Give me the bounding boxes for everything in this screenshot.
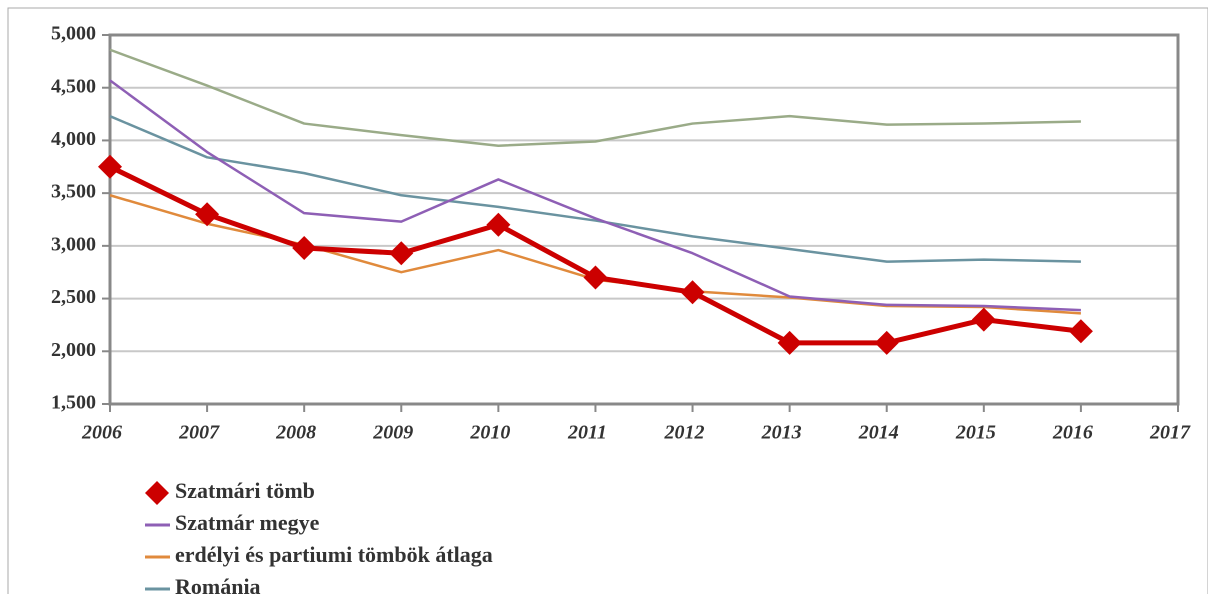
legend-label: Szatmári tömb [175, 478, 315, 503]
x-tick-label: 2016 [1052, 422, 1093, 444]
marker [680, 280, 705, 305]
legend-label: Szatmár megye [175, 510, 320, 535]
marker [777, 330, 802, 355]
legend-label: Románia [175, 574, 261, 594]
y-tick-label: 4,000 [51, 128, 96, 150]
y-tick-label: 2,000 [51, 339, 96, 361]
x-tick-label: 2011 [567, 422, 607, 444]
legend-marker [145, 481, 169, 505]
marker [583, 265, 608, 290]
y-tick-label: 4,500 [51, 75, 96, 97]
marker [98, 154, 122, 179]
x-tick-label: 2017 [1149, 422, 1191, 444]
plot-area [110, 35, 1178, 404]
x-tick-label: 2007 [178, 422, 220, 444]
series-line [109, 79, 1081, 312]
marker [195, 202, 220, 227]
page-frame [7, 7, 1208, 594]
marker [874, 330, 899, 355]
x-tick-label: 2013 [761, 422, 802, 444]
series-line [109, 115, 1081, 263]
legend-label: erdélyi és partiumi tömbök átlaga [175, 542, 493, 567]
x-tick-label: 2006 [81, 422, 122, 444]
y-tick-label: 2,500 [51, 286, 96, 308]
y-tick-label: 3,500 [51, 181, 96, 203]
plot-frame [108, 33, 1180, 406]
y-tick-label: 5,000 [51, 23, 96, 45]
marker [1068, 319, 1093, 344]
x-tick-label: 2014 [858, 422, 899, 444]
marker [971, 307, 996, 332]
x-tick-label: 2009 [372, 422, 413, 444]
x-tick-label: 2010 [469, 422, 510, 444]
marker [486, 212, 511, 237]
x-tick-label: 2015 [955, 422, 996, 444]
x-tick-label: 2008 [275, 422, 316, 444]
series-line [109, 48, 1081, 147]
y-tick-label: 1,500 [51, 392, 96, 414]
x-tick-label: 2012 [664, 422, 705, 444]
marker [292, 235, 317, 260]
marker [389, 241, 414, 266]
y-tick-label: 3,000 [51, 233, 96, 255]
